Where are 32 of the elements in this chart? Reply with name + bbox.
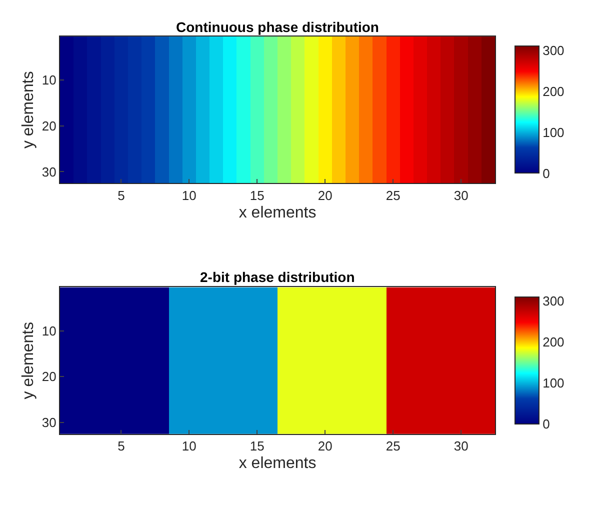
- y-tick-label: 10: [42, 72, 56, 88]
- y-tick-label: 20: [42, 369, 56, 384]
- x-tick-label: 5: [118, 188, 125, 203]
- y-axis-title: y elements: [20, 71, 37, 149]
- chart-title: Continuous phase distribution: [176, 19, 379, 35]
- y-tick-label: 20: [42, 118, 56, 134]
- y-axis-title: y elements: [20, 322, 37, 400]
- x-tick-label: 25: [386, 188, 400, 203]
- x-tick-label: 30: [454, 188, 468, 203]
- y-tick-label: 30: [42, 164, 56, 180]
- x-axis-title: x elements: [238, 204, 316, 222]
- x-tick-label: 25: [386, 438, 400, 454]
- color-bar-label: 300: [542, 43, 564, 58]
- color-bar-label: 0: [542, 416, 550, 432]
- x-tick-label: 15: [250, 188, 264, 203]
- color-bar-label: 200: [542, 84, 564, 99]
- color-bar-label: 100: [542, 376, 564, 391]
- x-tick-label: 15: [250, 438, 264, 454]
- x-tick-label: 30: [454, 438, 468, 454]
- x-axis-title: x elements: [238, 455, 316, 472]
- x-tick-label: 10: [182, 438, 196, 454]
- x-tick-label: 20: [318, 188, 332, 203]
- color-bar-label: 200: [542, 334, 564, 350]
- x-tick-label: 20: [318, 438, 332, 454]
- chart-title: 2-bit phase distribution: [200, 269, 355, 285]
- x-tick-label: 10: [182, 188, 196, 203]
- y-tick-label: 10: [42, 323, 56, 338]
- x-tick-label: 5: [118, 438, 125, 454]
- color-bar-label: 100: [542, 124, 564, 140]
- color-bar-label: 300: [542, 294, 564, 309]
- color-bar-label: 0: [542, 166, 550, 181]
- y-tick-label: 30: [42, 414, 56, 430]
